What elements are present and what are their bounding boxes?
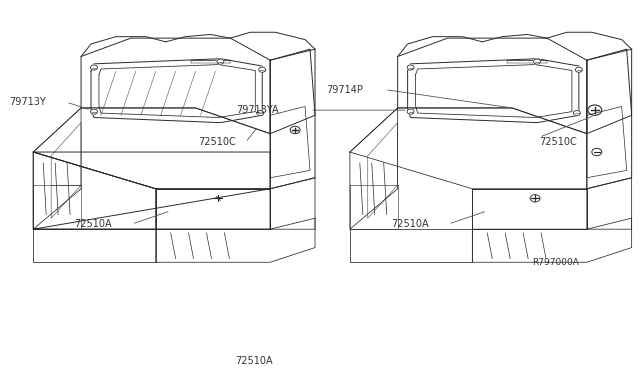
Circle shape bbox=[90, 109, 97, 114]
Text: 72510C: 72510C bbox=[198, 138, 236, 147]
Text: 72510A: 72510A bbox=[74, 219, 112, 229]
Circle shape bbox=[217, 59, 224, 64]
Circle shape bbox=[534, 59, 541, 64]
Text: R797000A: R797000A bbox=[532, 258, 579, 267]
Circle shape bbox=[259, 67, 266, 72]
Circle shape bbox=[573, 110, 580, 116]
Text: 79714P: 79714P bbox=[326, 84, 363, 94]
Circle shape bbox=[575, 67, 582, 72]
Circle shape bbox=[257, 110, 264, 116]
Text: 72510A: 72510A bbox=[390, 219, 428, 229]
Text: 79713Y: 79713Y bbox=[10, 97, 46, 107]
Circle shape bbox=[90, 65, 97, 70]
Text: 79713YA: 79713YA bbox=[236, 105, 279, 115]
Circle shape bbox=[407, 65, 414, 70]
Text: 72510A: 72510A bbox=[236, 356, 273, 366]
Text: 72510C: 72510C bbox=[539, 138, 577, 147]
Circle shape bbox=[407, 109, 414, 114]
